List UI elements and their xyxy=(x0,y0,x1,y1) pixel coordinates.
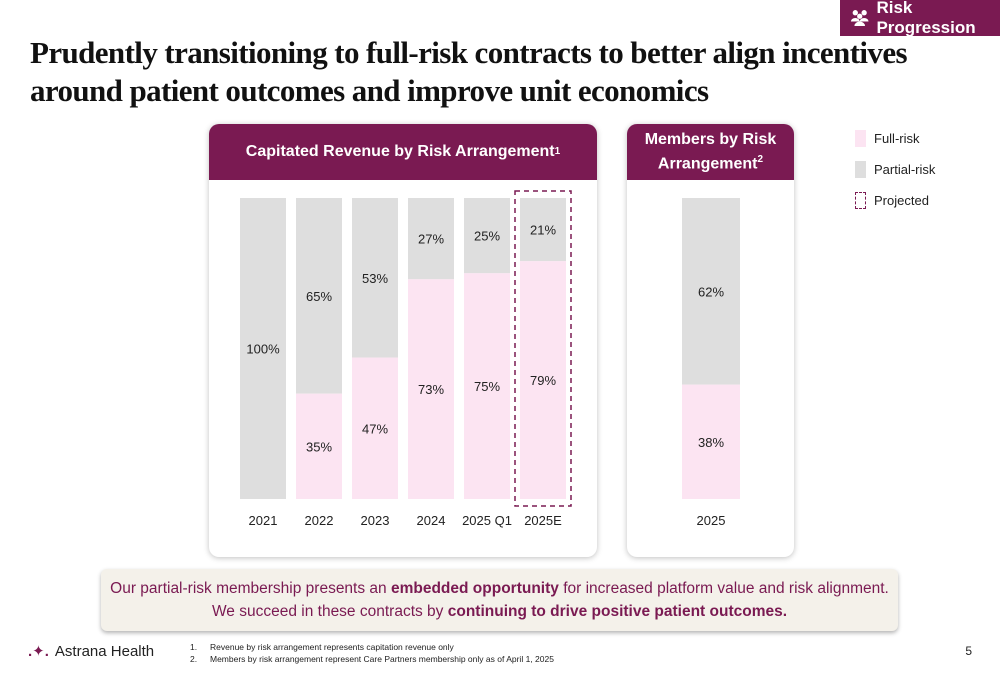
partial-risk-swatch xyxy=(855,161,866,178)
callout-emphasis: embedded opportunity xyxy=(390,580,559,597)
members-chart-title-text: Members by Risk Arrangement xyxy=(644,130,777,173)
bar-partial-risk xyxy=(520,198,566,262)
callout-line-1: Our partial-risk membership presents an … xyxy=(101,577,898,600)
legend-item-projected: Projected xyxy=(855,190,935,211)
data-label-partial-risk: 27% xyxy=(418,232,444,247)
callout-emphasis: continuing to drive positive patient out… xyxy=(447,603,788,620)
legend-item-partial-risk: Partial-risk xyxy=(855,159,935,180)
members-chart-title: Members by Risk Arrangement2 xyxy=(627,124,794,180)
bar-full-risk xyxy=(352,357,398,499)
footnote-number: 1. xyxy=(190,642,198,652)
section-badge: Risk Progression xyxy=(840,0,1000,37)
footnote-number: 2. xyxy=(190,654,198,664)
data-label-full-risk: 73% xyxy=(418,382,444,397)
x-tick-label: 2024 xyxy=(417,513,446,528)
company-logo: .✦. Astrana Health xyxy=(28,642,155,661)
bar-partial-risk xyxy=(464,198,510,274)
revenue-chart-card: Capitated Revenue by Risk Arrangement 1 1… xyxy=(209,124,597,557)
bar-partial-risk xyxy=(682,198,740,385)
data-label-partial-risk: 100% xyxy=(246,342,280,357)
key-takeaway-callout: Our partial-risk membership presents an … xyxy=(101,569,898,631)
bar-full-risk xyxy=(408,279,454,499)
footnotes: 1. Revenue by risk arrangement represents… xyxy=(190,641,554,665)
revenue-stacked-bar-chart: 100% 2021 35% 65% 2022 47% 53% 2023 73% 27% 2024 75… xyxy=(240,190,572,528)
page-title: Prudently transitioning to full-risk con… xyxy=(30,35,908,108)
people-group-icon xyxy=(850,10,869,26)
x-tick-label: 2025E xyxy=(524,513,562,528)
bar-full-risk xyxy=(296,393,342,499)
data-label-full-risk: 79% xyxy=(530,373,556,388)
revenue-chart-title-text: Capitated Revenue by Risk Arrangement xyxy=(245,143,555,160)
callout-line-2: We succeed in these contracts by continu… xyxy=(101,600,898,623)
x-tick-label: 2023 xyxy=(361,513,390,528)
data-label-partial-risk: 65% xyxy=(306,289,332,304)
bar-full-risk xyxy=(682,384,740,499)
page-number: 5 xyxy=(965,644,972,658)
data-label-full-risk: 35% xyxy=(306,439,332,454)
bar-full-risk xyxy=(464,273,510,499)
x-tick-label: 2025 Q1 xyxy=(462,513,512,528)
badge-label: Risk Progression xyxy=(876,0,976,37)
legend-item-full-risk: Full-risk xyxy=(855,128,935,149)
full-risk-swatch xyxy=(855,130,866,147)
bar-full-risk xyxy=(520,261,566,499)
members-stacked-bar-chart: 38% 62% 2025 xyxy=(682,198,740,528)
callout-text: We succeed in these contracts by xyxy=(211,603,448,620)
chart-legend: Full-risk Partial-risk Projected xyxy=(855,128,935,221)
footnote-text: Members by risk arrangement represent Ca… xyxy=(210,654,554,664)
footnote-marker-1: 1 xyxy=(554,146,561,157)
data-label-full-risk: 38% xyxy=(698,435,724,450)
legend-label-full-risk: Full-risk xyxy=(874,131,920,146)
data-label-full-risk: 75% xyxy=(474,379,500,394)
bar-partial-risk xyxy=(408,198,454,280)
footnote-marker-2: 2 xyxy=(757,153,764,165)
data-label-full-risk: 47% xyxy=(362,421,388,436)
footnote-2: 2. Members by risk arrangement represent … xyxy=(190,653,554,665)
sparkle-logo-icon: .✦. xyxy=(28,643,49,660)
data-label-partial-risk: 53% xyxy=(362,271,388,286)
data-label-partial-risk: 21% xyxy=(530,223,556,238)
projected-outline xyxy=(514,190,572,507)
legend-label-projected: Projected xyxy=(874,193,929,208)
data-label-partial-risk: 25% xyxy=(474,229,500,244)
x-tick-label: 2022 xyxy=(305,513,334,528)
callout-text: Our partial-risk membership presents an xyxy=(110,580,391,597)
x-tick-label: 2025 xyxy=(697,513,726,528)
x-tick-label: 2021 xyxy=(249,513,278,528)
bar-partial-risk xyxy=(240,198,286,499)
logo-text: Astrana Health xyxy=(54,642,155,660)
members-chart-card: Members by Risk Arrangement2 38% 62% 2025 xyxy=(627,124,794,557)
callout-text: for increased platform value and risk al… xyxy=(558,580,889,597)
legend-label-partial-risk: Partial-risk xyxy=(874,162,936,177)
data-label-partial-risk: 62% xyxy=(698,284,724,299)
projected-swatch xyxy=(855,192,866,209)
footnote-text: Revenue by risk arrangement represents c… xyxy=(210,642,454,652)
bar-partial-risk xyxy=(296,198,342,394)
bar-partial-risk xyxy=(352,198,398,358)
revenue-chart-title: Capitated Revenue by Risk Arrangement 1 xyxy=(209,124,597,180)
footnote-1: 1. Revenue by risk arrangement represents… xyxy=(190,641,554,653)
